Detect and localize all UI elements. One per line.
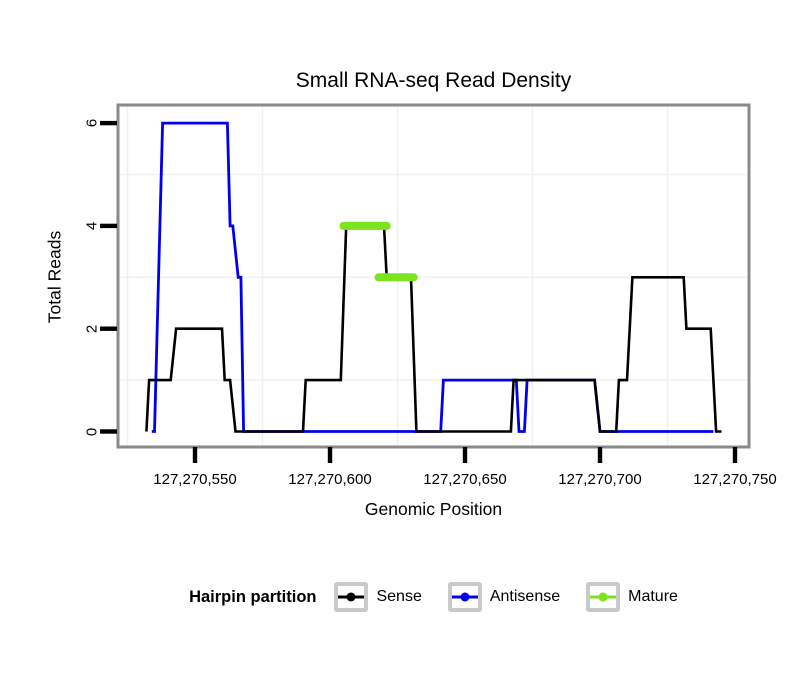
legend-item-antisense: Antisense [447,582,561,612]
legend-title: Hairpin partition [189,587,317,606]
x-tick-label: 127,270,550 [153,471,237,488]
panel-border [116,103,751,449]
legend-key-dot [346,592,356,602]
legend-item-mature: Mature [586,582,678,612]
legend: Hairpin partition Sense Antisense Mature [117,582,750,612]
chart-title: Small RNA-seq Read Density [295,69,572,92]
y-tick-mark [100,120,117,126]
y-axis-label: Total Reads [44,230,65,324]
legend-key-dot [460,592,470,602]
y-tick-label: 4 [83,221,101,231]
y-tick-label: 6 [83,118,101,128]
legend-key-box [334,582,369,612]
legend-key-glyph [451,592,478,602]
legend-key-box [447,582,482,612]
x-tick-mark [192,447,198,463]
legend-item-label: Sense [376,588,422,605]
x-tick-label: 127,270,600 [288,471,372,488]
x-tick-mark [597,447,603,463]
legend-item-sense: Sense [334,582,422,612]
legend-key-glyph [590,592,617,602]
sense-line [145,224,722,433]
x-axis-label: Genomic Position [364,499,503,519]
x-axis-ticks [192,447,738,463]
y-tick-mark [100,429,117,434]
x-tick-label: 127,270,650 [423,471,507,488]
x-tick-label: 127,270,750 [693,471,777,488]
y-axis-ticks [100,120,117,434]
legend-key-glyph [338,592,365,602]
y-tick-mark [100,223,117,229]
legend-key-box [586,582,621,612]
legend-item-label: Mature [628,588,678,605]
x-tick-mark [732,447,738,463]
y-tick-mark [100,326,117,331]
x-tick-label: 127,270,700 [558,471,642,488]
y-tick-label: 0 [83,427,101,436]
legend-item-label: Antisense [489,588,561,605]
series-lines [145,121,722,433]
x-tick-mark [462,447,468,463]
legend-key-dot [598,592,608,602]
x-tick-mark [327,447,333,463]
y-tick-label: 2 [83,324,101,333]
